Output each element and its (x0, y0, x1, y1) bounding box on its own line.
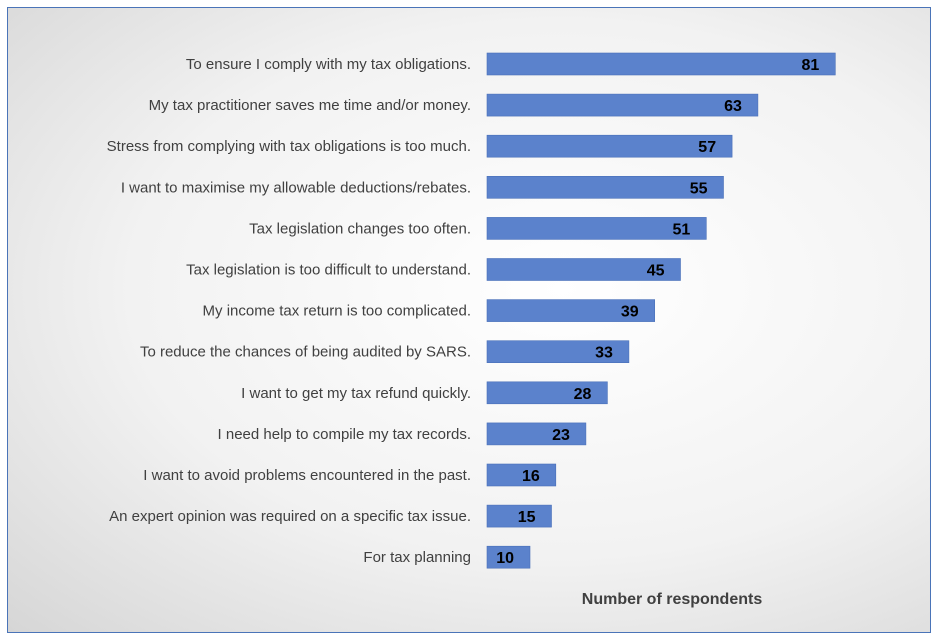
data-label: 45 (647, 263, 665, 280)
data-label: 55 (690, 180, 708, 197)
bar (486, 463, 557, 487)
bars-layer (486, 52, 836, 569)
data-label: 51 (673, 221, 691, 238)
bar (486, 134, 733, 158)
data-label: 28 (574, 386, 592, 403)
bar (486, 340, 630, 364)
bar (486, 52, 836, 76)
value-labels-layer: 81 63 57 55 51 45 39 33 28 23 16 15 10 (496, 57, 819, 567)
data-label: 81 (802, 57, 820, 74)
category-label: I need help to compile my tax records. (218, 426, 471, 443)
category-label: My tax practitioner saves me time and/or… (149, 97, 471, 114)
bar (486, 93, 759, 117)
bar-chart: To ensure I comply with my tax obligatio… (107, 52, 836, 608)
data-label: 39 (621, 304, 639, 321)
data-label: 63 (724, 98, 742, 115)
data-label: 16 (522, 468, 540, 485)
category-label: Stress from complying with tax obligatio… (107, 138, 471, 155)
data-label: 23 (552, 427, 570, 444)
bar (486, 545, 531, 569)
data-label: 57 (698, 139, 716, 156)
data-label: 33 (595, 345, 613, 362)
category-labels-layer: To ensure I comply with my tax obligatio… (107, 56, 471, 566)
data-label: 15 (518, 509, 536, 526)
category-label: I want to get my tax refund quickly. (241, 385, 471, 402)
bar (486, 176, 724, 199)
category-label: I want to maximise my allowable deductio… (121, 179, 471, 196)
bar (486, 504, 552, 528)
category-label: To ensure I comply with my tax obligatio… (186, 56, 471, 73)
chart-frame: To ensure I comply with my tax obligatio… (7, 7, 931, 633)
bar (486, 381, 608, 405)
x-axis-title: Number of respondents (582, 591, 763, 608)
category-label: I want to avoid problems encountered in … (143, 467, 471, 484)
bar (486, 258, 681, 281)
category-label: My income tax return is too complicated. (203, 303, 471, 320)
category-label: Tax legislation is too difficult to unde… (186, 262, 471, 279)
data-label: 10 (496, 550, 514, 567)
category-label: For tax planning (363, 549, 471, 566)
category-label: An expert opinion was required on a spec… (109, 508, 471, 525)
category-label: To reduce the chances of being audited b… (140, 344, 471, 361)
bar (486, 217, 707, 240)
bar (486, 422, 587, 446)
bar (486, 299, 655, 322)
category-label: Tax legislation changes too often. (249, 220, 471, 237)
